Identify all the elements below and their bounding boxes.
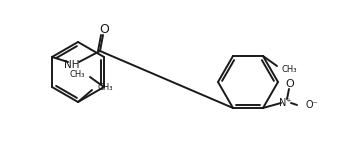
Text: O⁻: O⁻ — [306, 100, 319, 110]
Text: CH₃: CH₃ — [97, 82, 113, 91]
Text: N⁺: N⁺ — [279, 98, 291, 108]
Text: CH₃: CH₃ — [282, 65, 298, 74]
Text: O: O — [99, 22, 109, 36]
Text: CH₃: CH₃ — [70, 70, 85, 78]
Text: O: O — [286, 79, 294, 89]
Text: NH: NH — [64, 60, 80, 70]
